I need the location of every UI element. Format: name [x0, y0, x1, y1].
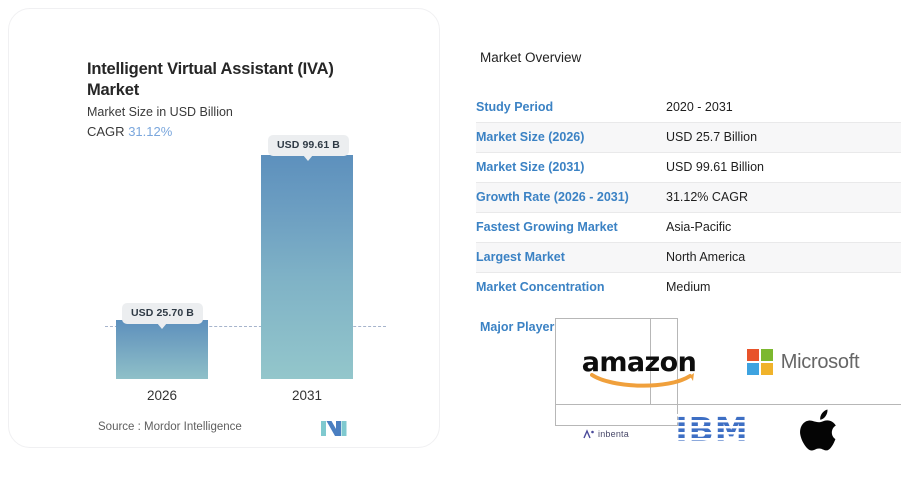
row-value: Asia-Pacific	[666, 211, 901, 242]
row-value: 2020 - 2031	[666, 99, 733, 114]
amazon-logo-text: amazon	[581, 346, 697, 378]
microsoft-squares-icon	[746, 349, 773, 375]
grid-divider-horizontal	[555, 404, 901, 405]
apple-icon	[800, 409, 836, 451]
inbenta-logo: inbenta	[561, 414, 651, 454]
chart-cagr-row: CAGR 31.12%	[87, 124, 172, 139]
table-row: Market Size (2031) USD 99.61 Billion	[476, 151, 901, 182]
microsoft-logo-text: Microsoft	[780, 350, 860, 373]
row-label: Market Concentration	[476, 271, 666, 302]
row-label: Fastest Growing Market	[476, 211, 666, 242]
microsoft-logo: Microsoft	[705, 336, 901, 388]
inbenta-mark-icon	[583, 428, 594, 438]
chart-title: Intelligent Virtual Assistant (IVA) Mark…	[87, 60, 334, 100]
row-value: North America	[666, 241, 901, 272]
bar-label-2026: USD 25.70 B	[122, 303, 203, 329]
bar-2031[interactable]	[261, 155, 353, 379]
major-players-label: Major Players	[480, 320, 562, 334]
chart-source-text: Source : Mordor Intelligence	[98, 421, 242, 433]
row-value: Medium	[666, 271, 901, 302]
amazon-smile-icon	[589, 372, 694, 388]
ibm-logo-text: IBM	[675, 409, 749, 449]
cagr-label: CAGR	[87, 124, 125, 139]
inbenta-logo-text: inbenta	[598, 429, 629, 439]
row-label: Market Size (2026)	[476, 121, 666, 152]
cagr-value: 31.12%	[128, 124, 173, 139]
bar-2026[interactable]	[116, 320, 208, 379]
chart-subtitle: Market Size in USD Billion	[87, 105, 233, 119]
overview-heading: Market Overview	[480, 50, 582, 65]
table-row: Market Size (2026) USD 25.7 Billion	[476, 121, 901, 152]
row-label: Study Period	[476, 99, 554, 114]
table-row: Fastest Growing Market Asia-Pacific	[476, 211, 901, 242]
table-row: Largest Market North America	[476, 241, 901, 272]
dashed-baseline	[105, 326, 386, 327]
chart-card: Intelligent Virtual Assistant (IVA) Mark…	[8, 8, 440, 448]
amazon-logo: amazon	[569, 336, 709, 388]
major-players-logo-grid: amazon Microsoft inbenta IBM	[555, 318, 901, 481]
bar-label-2031: USD 99.61 B	[268, 135, 349, 161]
row-value: USD 25.7 Billion	[666, 121, 901, 152]
ibm-logo: IBM	[655, 384, 774, 474]
row-value: 31.12% CAGR	[666, 181, 901, 212]
x-axis-label-2031: 2031	[291, 388, 323, 403]
mordor-intelligence-logo	[321, 420, 348, 437]
market-overview-panel: Market Overview Study Period 2020 - 2031…	[460, 0, 901, 481]
table-row: Market Concentration Medium	[476, 271, 901, 302]
row-label: Growth Rate (2026 - 2031)	[476, 181, 666, 212]
table-row: Growth Rate (2026 - 2031) 31.12% CAGR	[476, 181, 901, 212]
apple-logo	[779, 400, 859, 472]
row-value: USD 99.61 Billion	[666, 151, 901, 182]
grid-center-box	[555, 318, 678, 426]
row-label: Market Size (2031)	[476, 151, 666, 182]
row-label: Largest Market	[476, 241, 666, 272]
table-row: Study Period 2020 - 2031	[476, 92, 901, 122]
grid-divider-vertical	[650, 318, 651, 405]
x-axis-label-2026: 2026	[146, 388, 178, 403]
overview-table: Study Period 2020 - 2031 Market Size (20…	[476, 92, 901, 302]
